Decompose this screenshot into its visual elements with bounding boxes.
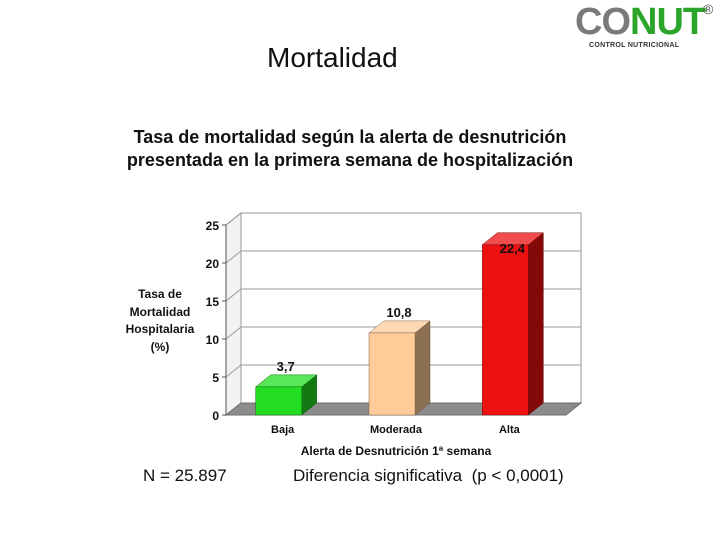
bar-moderada: [368, 332, 416, 416]
gridline: [225, 250, 242, 264]
y-axis-title-line: Hospitalaria: [125, 322, 195, 336]
bar-baja: [255, 386, 302, 416]
data-label-baja: 3,7: [277, 359, 295, 374]
y-tick-label: 5: [212, 371, 219, 385]
registered-mark: ®: [703, 1, 714, 17]
x-tick-label-baja: Baja: [271, 424, 295, 436]
bar-alta: [482, 244, 529, 416]
y-axis-title: Tasa de Mortalidad Hospitalaria (%): [114, 286, 206, 356]
y-tick-label: 10: [206, 333, 220, 347]
chart-title: Tasa de mortalidad según la alerta de de…: [100, 126, 600, 172]
chart-title-line-2: presentada en la primera semana de hospi…: [126, 150, 574, 170]
x-tick-label-moderada: Moderada: [370, 424, 423, 436]
conut-logo: CONUT ® CONTROL NUTRICIONAL: [575, 1, 720, 52]
y-axis-title-line: Tasa de: [138, 287, 182, 301]
bar-side-moderada: [414, 320, 431, 416]
gridline: [225, 212, 242, 226]
logo-wordmark: CONUT: [575, 1, 706, 43]
significance-note: Diferencia significativa (p < 0,0001): [293, 466, 564, 485]
y-tick-label: 25: [206, 219, 220, 233]
gridline: [225, 288, 242, 302]
x-tick-label-alta: Alta: [499, 424, 521, 436]
bar-side-alta: [528, 232, 544, 416]
y-tick-label: 20: [206, 257, 220, 271]
logo-subtitle: CONTROL NUTRICIONAL: [589, 42, 680, 49]
y-tick-label: 0: [212, 409, 219, 423]
gridline: [225, 364, 242, 378]
x-axis-title: Alerta de Desnutrición 1ª semana: [301, 444, 492, 458]
y-axis-title-line: Mortalidad: [129, 304, 191, 319]
chart-title-line-1: Tasa de mortalidad según la alerta de de…: [133, 127, 567, 147]
slide-title: Mortalidad: [267, 42, 398, 73]
y-axis-title-line: (%): [150, 339, 170, 354]
y-tick-label: 15: [206, 295, 220, 309]
gridline: [225, 326, 242, 340]
plot-side-wall: [225, 211, 242, 417]
sample-size-label: N = 25.897: [143, 466, 227, 485]
data-label-alta: 22,4: [500, 241, 526, 256]
data-label-moderada: 10,8: [386, 305, 411, 320]
